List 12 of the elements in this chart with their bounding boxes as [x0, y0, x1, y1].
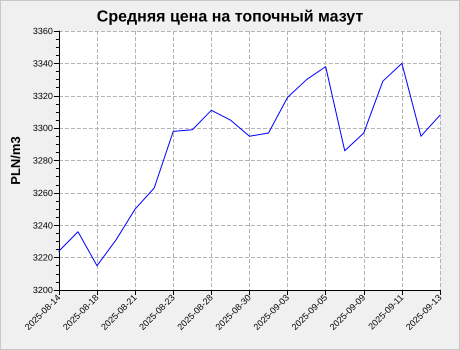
y-tick-label: 3320 [32, 90, 53, 101]
y-tick-label: 3260 [32, 188, 53, 198]
line-series [58, 62, 440, 266]
chart-title: Средняя цена на топочный мазут [96, 8, 364, 26]
y-axis-title: PLN/m3 [8, 136, 23, 185]
y-tick-label: 3220 [32, 252, 53, 263]
y-tick-label: 3340 [32, 58, 53, 68]
y-tick-label: 3360 [32, 26, 53, 36]
y-tick-label: 3280 [32, 156, 53, 166]
y-tick-label: 3200 [32, 285, 53, 295]
y-tick-label: 3300 [32, 123, 53, 134]
y-tick-label: 3240 [32, 220, 53, 230]
